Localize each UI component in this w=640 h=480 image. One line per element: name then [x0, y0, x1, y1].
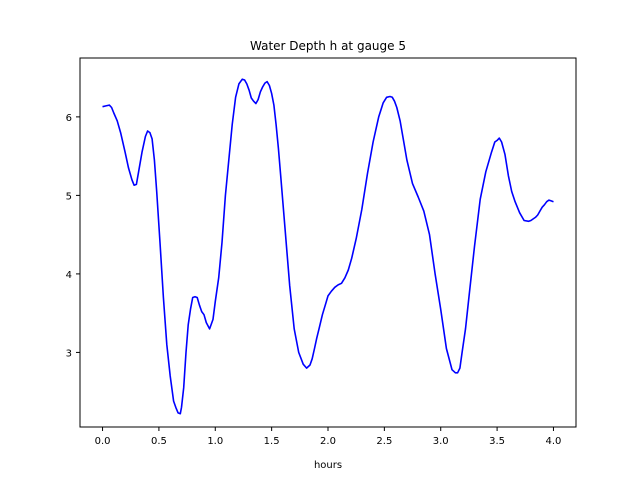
y-tick-label: 4: [66, 270, 72, 281]
plot-area: 0.0 0.5 1.0 1.5 2.0 2.5 3.0 3.5 4.0 3 4 5 6: [66, 78, 562, 447]
x-tick-label: 0.0: [95, 436, 111, 447]
y-tick-label: 6: [66, 113, 72, 124]
x-tick-label: 1.5: [264, 436, 280, 447]
y-tick-label: 5: [66, 191, 72, 202]
x-axis-label: hours: [314, 460, 342, 471]
x-tick-label: 0.5: [151, 436, 167, 447]
y-tick-label: 3: [66, 348, 72, 359]
x-tick-label: 1.0: [207, 436, 223, 447]
chart-title: Water Depth h at gauge 5: [250, 39, 406, 53]
x-tick-label: 2.5: [376, 436, 392, 447]
series-line-0: [102, 78, 554, 415]
x-tick-label: 3.0: [433, 436, 449, 447]
x-tick-label: 4.0: [546, 436, 562, 447]
x-tick-label: 3.5: [489, 436, 505, 447]
x-tick-label: 2.0: [320, 436, 336, 447]
axes-frame: [79, 57, 577, 428]
